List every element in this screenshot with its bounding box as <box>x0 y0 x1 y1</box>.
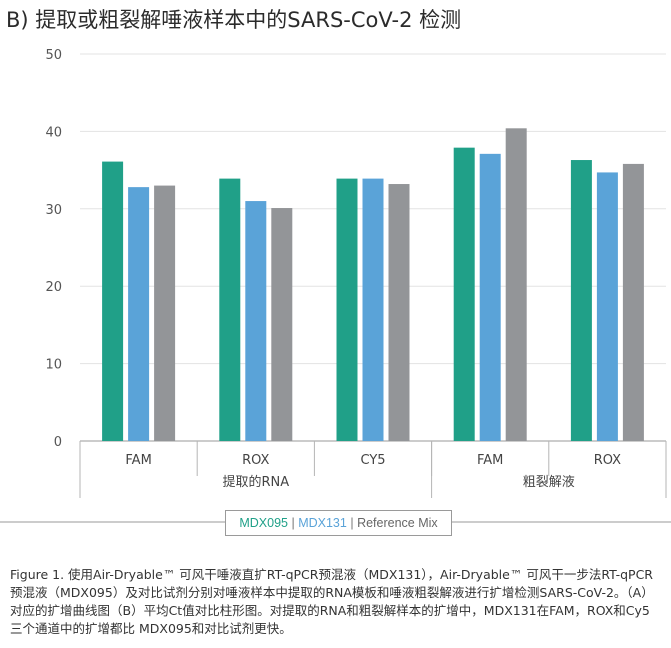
bar-reference-mix <box>154 185 176 441</box>
chart-title: B) 提取或粗裂解唾液样本中的SARS-CoV-2 检测 <box>6 8 462 32</box>
y-tick-label: 20 <box>45 280 62 295</box>
legend-separator: | <box>291 516 295 530</box>
bar-mdx131 <box>362 178 384 441</box>
bar-mdx095 <box>219 178 241 441</box>
bar-reference-mix <box>622 163 644 441</box>
bar-chart: 0 10 20 30 40 50 FAM ROX CY5 FAM ROX 提取的RNA 粗裂解液 <box>0 48 671 523</box>
bar-mdx131 <box>245 201 267 441</box>
x-tick-label: FAM <box>477 453 503 468</box>
bar-reference-mix <box>271 208 293 441</box>
group-label: 粗裂解液 <box>523 475 575 490</box>
x-tick-label: CY5 <box>360 453 385 468</box>
bar-mdx131 <box>479 153 501 441</box>
figure-caption: Figure 1. 使用Air-Dryable™ 可风干唾液直扩RT-qPCR预… <box>10 567 654 636</box>
bar-mdx095 <box>336 178 358 441</box>
x-tick-label: ROX <box>594 453 621 468</box>
y-tick-label: 40 <box>45 125 62 140</box>
legend-separator: | <box>350 516 354 530</box>
bar-mdx095 <box>102 161 124 441</box>
x-tick-label: ROX <box>242 453 269 468</box>
x-axis: FAM ROX CY5 FAM ROX 提取的RNA 粗裂解液 <box>79 441 667 498</box>
bar-mdx095 <box>453 147 475 442</box>
bar-mdx095 <box>570 160 592 441</box>
bar-reference-mix <box>388 184 410 442</box>
legend-item-mdx095: MDX095 <box>239 516 288 530</box>
bar-reference-mix <box>505 128 527 441</box>
legend: MDX095 | MDX131 | Reference Mix <box>225 510 452 536</box>
legend-item-mdx131: MDX131 <box>298 516 347 530</box>
bar-mdx131 <box>128 187 150 441</box>
bar-mdx131 <box>596 172 618 441</box>
y-axis-ticks: 0 10 20 30 40 50 <box>45 48 62 450</box>
x-tick-label: FAM <box>125 453 151 468</box>
y-tick-label: 50 <box>45 48 62 63</box>
bars <box>102 128 644 442</box>
y-tick-label: 0 <box>54 435 62 450</box>
legend-item-reference-mix: Reference Mix <box>357 516 438 530</box>
y-tick-label: 10 <box>45 358 62 373</box>
group-label: 提取的RNA <box>222 474 289 490</box>
y-tick-label: 30 <box>45 203 62 218</box>
